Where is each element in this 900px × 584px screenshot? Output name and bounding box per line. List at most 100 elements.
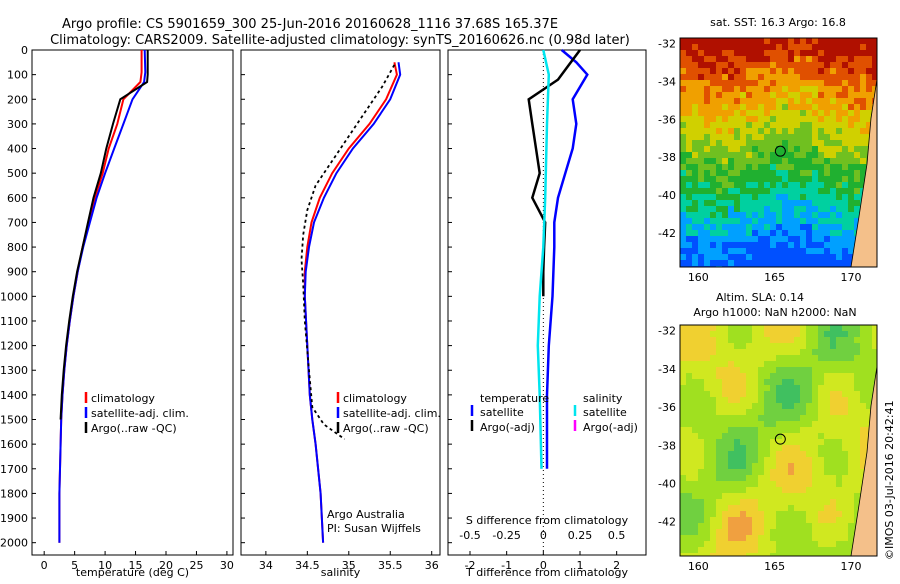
map-cell bbox=[692, 260, 698, 266]
map-cell bbox=[824, 505, 830, 511]
top-tick-label: -0.5 bbox=[459, 529, 480, 542]
map-cell bbox=[746, 38, 752, 44]
map-cell bbox=[842, 493, 848, 499]
map-cell bbox=[752, 535, 758, 541]
map-cell bbox=[830, 349, 836, 355]
map-cell bbox=[836, 38, 842, 44]
map-cell bbox=[686, 535, 692, 541]
map-cell bbox=[686, 80, 692, 86]
map-cell bbox=[866, 355, 872, 361]
map-cell bbox=[704, 152, 710, 158]
map-cell bbox=[806, 38, 812, 44]
map-cell bbox=[842, 104, 848, 110]
map-cell bbox=[680, 457, 686, 463]
map-cell bbox=[764, 337, 770, 343]
map-cell bbox=[752, 116, 758, 122]
map-cell bbox=[788, 487, 794, 493]
map-cell bbox=[860, 343, 866, 349]
map-cell bbox=[716, 176, 722, 182]
map-cell bbox=[704, 230, 710, 236]
map-cell bbox=[686, 541, 692, 547]
map-cell bbox=[698, 38, 704, 44]
map-cell bbox=[842, 499, 848, 505]
map-cell bbox=[830, 439, 836, 445]
map-cell bbox=[704, 116, 710, 122]
map-cell bbox=[740, 397, 746, 403]
map-cell bbox=[770, 439, 776, 445]
map-cell bbox=[782, 218, 788, 224]
map-cell bbox=[746, 553, 752, 556]
map-cell bbox=[860, 92, 866, 98]
map-cell bbox=[812, 439, 818, 445]
map-cell bbox=[782, 104, 788, 110]
map-cell bbox=[746, 343, 752, 349]
map-cell bbox=[764, 511, 770, 517]
map-cell bbox=[866, 50, 872, 56]
map-cell bbox=[830, 74, 836, 80]
map-cell bbox=[728, 517, 734, 523]
map-cell bbox=[740, 212, 746, 218]
map-cell bbox=[770, 248, 776, 254]
map-cell bbox=[836, 445, 842, 451]
map-cell bbox=[800, 104, 806, 110]
map-cell bbox=[806, 146, 812, 152]
map-cell bbox=[740, 224, 746, 230]
top-tick-label: 0.5 bbox=[608, 529, 626, 542]
map-cell bbox=[830, 343, 836, 349]
map-cell bbox=[704, 260, 710, 266]
map-cell bbox=[848, 248, 854, 254]
map-cell bbox=[794, 493, 800, 499]
map-cell bbox=[818, 98, 824, 104]
map-cell bbox=[710, 74, 716, 80]
map-cell bbox=[806, 469, 812, 475]
map-cell bbox=[752, 505, 758, 511]
map-cell bbox=[710, 158, 716, 164]
map-cell bbox=[746, 158, 752, 164]
map-cell bbox=[788, 98, 794, 104]
map-cell bbox=[770, 194, 776, 200]
map-cell bbox=[740, 164, 746, 170]
map-cell bbox=[794, 98, 800, 104]
map-cell bbox=[728, 224, 734, 230]
map-cell bbox=[800, 523, 806, 529]
map-cell bbox=[740, 361, 746, 367]
map-cell bbox=[800, 182, 806, 188]
map-cell bbox=[830, 218, 836, 224]
map-cell bbox=[722, 224, 728, 230]
map-cell bbox=[776, 553, 782, 556]
map-cell bbox=[746, 236, 752, 242]
map-cell bbox=[740, 254, 746, 260]
map-cell bbox=[806, 122, 812, 128]
map-cell bbox=[752, 194, 758, 200]
map-cell bbox=[680, 505, 686, 511]
map-cell bbox=[704, 80, 710, 86]
y-tick-label: 1900 bbox=[0, 512, 28, 525]
map-cell bbox=[800, 176, 806, 182]
map-cell bbox=[740, 511, 746, 517]
map-cell bbox=[806, 517, 812, 523]
map-cell bbox=[752, 86, 758, 92]
map-cell bbox=[830, 367, 836, 373]
map-cell bbox=[854, 158, 860, 164]
map-cell bbox=[788, 553, 794, 556]
map-cell bbox=[806, 248, 812, 254]
map-cell bbox=[872, 349, 877, 355]
map-cell bbox=[854, 499, 860, 505]
map-cell bbox=[830, 182, 836, 188]
map-cell bbox=[704, 397, 710, 403]
map-cell bbox=[680, 98, 686, 104]
map-cell bbox=[746, 367, 752, 373]
map-cell bbox=[866, 331, 872, 337]
map-cell bbox=[812, 194, 818, 200]
map-cell bbox=[686, 146, 692, 152]
map-cell bbox=[860, 433, 866, 439]
map-cell bbox=[686, 86, 692, 92]
map-cell bbox=[830, 44, 836, 50]
map-cell bbox=[746, 134, 752, 140]
map-cell bbox=[770, 379, 776, 385]
map-cell bbox=[770, 427, 776, 433]
map-cell bbox=[836, 469, 842, 475]
map-cell bbox=[758, 68, 764, 74]
map-y-tick-label: -36 bbox=[658, 113, 676, 126]
map-cell bbox=[722, 56, 728, 62]
